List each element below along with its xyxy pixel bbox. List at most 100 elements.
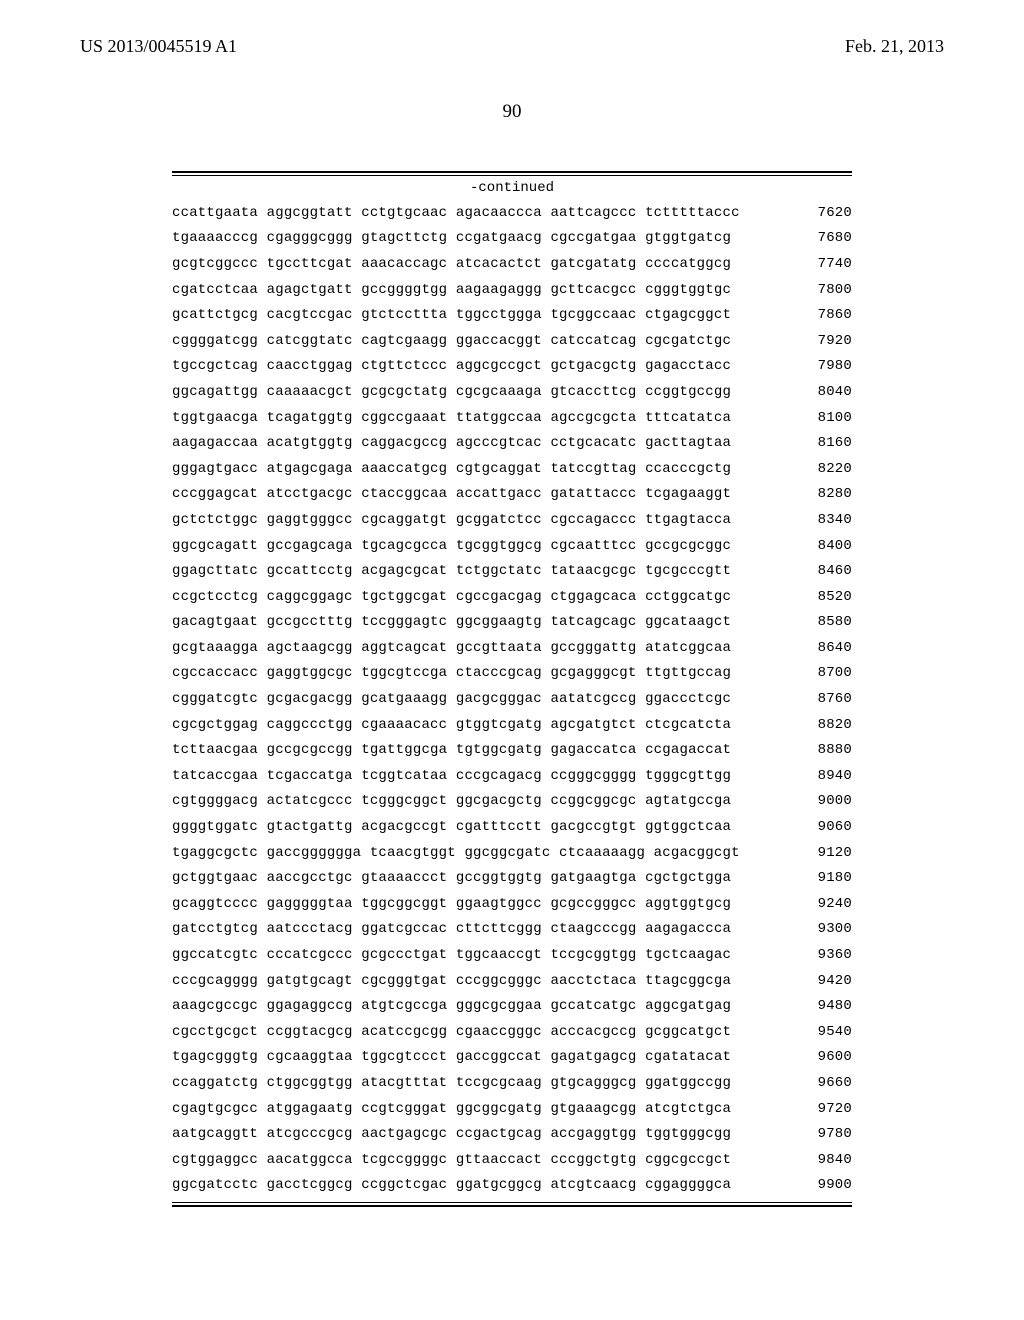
sequence-text: ggagcttatc gccattcctg acgagcgcat tctggct… — [172, 564, 731, 578]
sequence-row: gcaggtcccc gagggggtaa tggcggcggt ggaagtg… — [172, 891, 852, 917]
sequence-text: gatcctgtcg aatccctacg ggatcgccac cttcttc… — [172, 922, 731, 936]
page-number: 90 — [78, 101, 946, 123]
sequence-text: cccggagcat atcctgacgc ctaccggcaa accattg… — [172, 487, 731, 501]
sequence-row: ccattgaata aggcggtatt cctgtgcaac agacaac… — [172, 200, 852, 226]
sequence-text: cgcctgcgct ccggtacgcg acatccgcgg cgaaccg… — [172, 1025, 731, 1039]
sequence-text: gcgtaaagga agctaagcgg aggtcagcat gccgtta… — [172, 641, 731, 655]
sequence-position: 9300 — [794, 922, 852, 936]
sequence-position: 8340 — [794, 513, 852, 527]
sequence-text: gggagtgacc atgagcgaga aaaccatgcg cgtgcag… — [172, 462, 731, 476]
sequence-position: 8160 — [794, 436, 852, 450]
sequence-position: 9120 — [794, 846, 852, 860]
sequence-text: aagagaccaa acatgtggtg caggacgccg agcccgt… — [172, 436, 731, 450]
sequence-position: 9480 — [794, 999, 852, 1013]
sequence-row: gcgtaaagga agctaagcgg aggtcagcat gccgtta… — [172, 635, 852, 661]
sequence-text: gcattctgcg cacgtccgac gtctccttta tggcctg… — [172, 308, 731, 322]
sequence-position: 7860 — [794, 308, 852, 322]
sequence-block: ccattgaata aggcggtatt cctgtgcaac agacaac… — [172, 200, 852, 1198]
publication-date: Feb. 21, 2013 — [845, 36, 944, 57]
sequence-row: tgccgctcag caacctggag ctgttctccc aggcgcc… — [172, 354, 852, 380]
sequence-position: 8820 — [794, 718, 852, 732]
sequence-position: 8700 — [794, 666, 852, 680]
sequence-row: gacagtgaat gccgcctttg tccgggagtc ggcggaa… — [172, 610, 852, 636]
sequence-row: ggcgatcctc gacctcggcg ccggctcgac ggatgcg… — [172, 1173, 852, 1199]
sequence-row: cgcgctggag caggccctgg cgaaaacacc gtggtcg… — [172, 712, 852, 738]
sequence-row: aatgcaggtt atcgcccgcg aactgagcgc ccgactg… — [172, 1121, 852, 1147]
sequence-text: tgccgctcag caacctggag ctgttctccc aggcgcc… — [172, 359, 731, 373]
sequence-row: tgaggcgctc gaccgggggga tcaacgtggt ggcggc… — [172, 840, 852, 866]
sequence-position: 7800 — [794, 283, 852, 297]
sequence-position: 8520 — [794, 590, 852, 604]
sequence-text: tgagcgggtg cgcaaggtaa tggcgtccct gaccggc… — [172, 1050, 731, 1064]
sequence-text: tatcaccgaa tcgaccatga tcggtcataa cccgcag… — [172, 769, 731, 783]
sequence-position: 9840 — [794, 1153, 852, 1167]
bottom-rule — [172, 1202, 852, 1207]
sequence-text: gctctctggc gaggtgggcc cgcaggatgt gcggatc… — [172, 513, 731, 527]
sequence-position: 9720 — [794, 1102, 852, 1116]
sequence-text: cgatcctcaa agagctgatt gccggggtgg aagaaga… — [172, 283, 731, 297]
sequence-row: gcattctgcg cacgtccgac gtctccttta tggcctg… — [172, 302, 852, 328]
sequence-position: 8040 — [794, 385, 852, 399]
sequence-text: ggccatcgtc cccatcgccc gcgccctgat tggcaac… — [172, 948, 731, 962]
sequence-text: ggggtggatc gtactgattg acgacgccgt cgatttc… — [172, 820, 731, 834]
sequence-row: cgccaccacc gaggtggcgc tggcgtccga ctacccg… — [172, 661, 852, 687]
top-rule — [172, 171, 852, 176]
sequence-position: 7680 — [794, 231, 852, 245]
sequence-row: ccaggatctg ctggcggtgg atacgtttat tccgcgc… — [172, 1070, 852, 1096]
sequence-text: ggcgatcctc gacctcggcg ccggctcgac ggatgcg… — [172, 1178, 731, 1192]
sequence-row: tggtgaacga tcagatggtg cggccgaaat ttatggc… — [172, 405, 852, 431]
sequence-row: tgaaaacccg cgagggcggg gtagcttctg ccgatga… — [172, 226, 852, 252]
page-header: US 2013/0045519 A1 Feb. 21, 2013 — [78, 36, 946, 57]
sequence-row: ggagcttatc gccattcctg acgagcgcat tctggct… — [172, 558, 852, 584]
sequence-row: cgtggggacg actatcgccc tcgggcggct ggcgacg… — [172, 789, 852, 815]
sequence-row: tatcaccgaa tcgaccatga tcggtcataa cccgcag… — [172, 763, 852, 789]
sequence-position: 7920 — [794, 334, 852, 348]
sequence-text: cgtggggacg actatcgccc tcgggcggct ggcgacg… — [172, 794, 731, 808]
sequence-text: cggggatcgg catcggtatc cagtcgaagg ggaccac… — [172, 334, 731, 348]
sequence-text: ccaggatctg ctggcggtgg atacgtttat tccgcgc… — [172, 1076, 731, 1090]
sequence-text: tgaggcgctc gaccgggggga tcaacgtggt ggcggc… — [172, 846, 740, 860]
sequence-row: tgagcgggtg cgcaaggtaa tggcgtccct gaccggc… — [172, 1045, 852, 1071]
sequence-text: cgggatcgtc gcgacgacgg gcatgaaagg gacgcgg… — [172, 692, 731, 706]
sequence-text: cgagtgcgcc atggagaatg ccgtcgggat ggcggcg… — [172, 1102, 731, 1116]
sequence-text: ccattgaata aggcggtatt cctgtgcaac agacaac… — [172, 206, 740, 220]
sequence-row: cgggatcgtc gcgacgacgg gcatgaaagg gacgcgg… — [172, 686, 852, 712]
sequence-position: 8220 — [794, 462, 852, 476]
sequence-text: aaagcgccgc ggagaggccg atgtcgccga gggcgcg… — [172, 999, 731, 1013]
sequence-position: 9180 — [794, 871, 852, 885]
sequence-text: ggcgcagatt gccgagcaga tgcagcgcca tgcggtg… — [172, 539, 731, 553]
sequence-position: 9060 — [794, 820, 852, 834]
sequence-row: cgatcctcaa agagctgatt gccggggtgg aagaaga… — [172, 277, 852, 303]
sequence-text: ccgctcctcg caggcggagc tgctggcgat cgccgac… — [172, 590, 731, 604]
sequence-text: cgcgctggag caggccctgg cgaaaacacc gtggtcg… — [172, 718, 731, 732]
sequence-text: gacagtgaat gccgcctttg tccgggagtc ggcggaa… — [172, 615, 731, 629]
sequence-position: 8400 — [794, 539, 852, 553]
sequence-position: 9540 — [794, 1025, 852, 1039]
sequence-row: aaagcgccgc ggagaggccg atgtcgccga gggcgcg… — [172, 993, 852, 1019]
sequence-row: ccgctcctcg caggcggagc tgctggcgat cgccgac… — [172, 584, 852, 610]
sequence-position: 7740 — [794, 257, 852, 271]
sequence-position: 8940 — [794, 769, 852, 783]
sequence-row: cccgcagggg gatgtgcagt cgcgggtgat cccggcg… — [172, 968, 852, 994]
sequence-text: cgtggaggcc aacatggcca tcgccggggc gttaacc… — [172, 1153, 731, 1167]
sequence-position: 8760 — [794, 692, 852, 706]
sequence-text: gcgtcggccc tgccttcgat aaacaccagc atcacac… — [172, 257, 731, 271]
sequence-position: 7620 — [794, 206, 852, 220]
sequence-text: tggtgaacga tcagatggtg cggccgaaat ttatggc… — [172, 411, 731, 425]
sequence-position: 9780 — [794, 1127, 852, 1141]
sequence-text: cgccaccacc gaggtggcgc tggcgtccga ctacccg… — [172, 666, 731, 680]
sequence-row: ggcagattgg caaaaacgct gcgcgctatg cgcgcaa… — [172, 379, 852, 405]
sequence-row: cgtggaggcc aacatggcca tcgccggggc gttaacc… — [172, 1147, 852, 1173]
sequence-position: 8640 — [794, 641, 852, 655]
sequence-position: 9420 — [794, 974, 852, 988]
sequence-row: tcttaacgaa gccgcgccgg tgattggcga tgtggcg… — [172, 737, 852, 763]
sequence-row: gggagtgacc atgagcgaga aaaccatgcg cgtgcag… — [172, 456, 852, 482]
sequence-row: gctctctggc gaggtgggcc cgcaggatgt gcggatc… — [172, 507, 852, 533]
sequence-text: ggcagattgg caaaaacgct gcgcgctatg cgcgcaa… — [172, 385, 731, 399]
sequence-text: tgaaaacccg cgagggcggg gtagcttctg ccgatga… — [172, 231, 731, 245]
sequence-row: cccggagcat atcctgacgc ctaccggcaa accattg… — [172, 482, 852, 508]
sequence-position: 9000 — [794, 794, 852, 808]
sequence-position: 8280 — [794, 487, 852, 501]
sequence-text: gctggtgaac aaccgcctgc gtaaaaccct gccggtg… — [172, 871, 731, 885]
sequence-position: 9900 — [794, 1178, 852, 1192]
